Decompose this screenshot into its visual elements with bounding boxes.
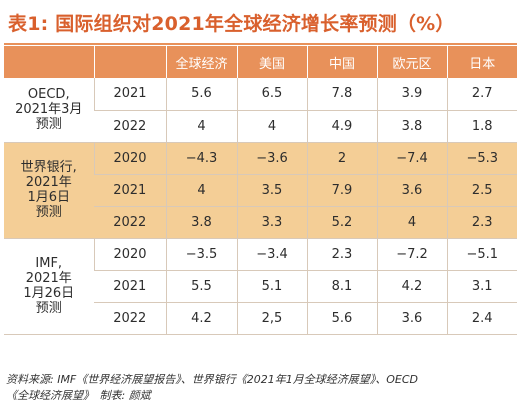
group-label-line: 2021年3月 bbox=[15, 102, 83, 118]
value-cell-eurozone: 3.8 bbox=[376, 110, 447, 143]
value-cell-usa: 5.1 bbox=[236, 270, 307, 303]
table-row: OECD, 2021年3月 预测 2021 5.6 6.5 7.8 3.9 2.7 bbox=[4, 78, 517, 143]
value-cell-china: 2 bbox=[306, 141, 377, 175]
source-line-2: 《全球经济展望》 制表: 颜斌 bbox=[6, 389, 151, 402]
value-cell-global: 3.8 bbox=[165, 206, 237, 239]
title-divider bbox=[4, 43, 517, 45]
header-japan: 日本 bbox=[446, 46, 517, 78]
value-cell-china: 5.6 bbox=[306, 302, 377, 335]
group-label-line: 2021年 bbox=[25, 175, 72, 190]
group-label-line: 2021年 bbox=[25, 271, 72, 286]
value-cell-usa: 2,5 bbox=[236, 302, 307, 335]
forecast-table: 全球经济 美国 中国 欧元区 日本 OECD, 2021年3月 预测 2021 5.6 6… bbox=[4, 46, 517, 335]
value-cell-china: 7.8 bbox=[306, 78, 377, 111]
value-cell-japan: 2.7 bbox=[446, 78, 517, 111]
value-cell-usa: 3.5 bbox=[236, 174, 307, 207]
value-cell-global: 4.2 bbox=[165, 302, 237, 335]
value-cell-china: 8.1 bbox=[306, 270, 377, 303]
group-label: 世界银行, 2021年 1月6日 预测 bbox=[4, 141, 94, 239]
table-row: 2022 4.2 2,5 5.6 3.6 2.4 bbox=[4, 302, 517, 335]
table-row: 2021 5.5 5.1 8.1 4.2 3.1 bbox=[4, 270, 517, 303]
value-cell-eurozone: 3.6 bbox=[376, 302, 447, 335]
group-label-line: 世界银行, bbox=[20, 160, 77, 175]
header-china: 中国 bbox=[306, 46, 377, 78]
value-cell-usa: −3.4 bbox=[236, 237, 307, 271]
value-cell-eurozone: 4 bbox=[376, 206, 447, 239]
year-cell: 2020 bbox=[93, 141, 166, 175]
value-cell-japan: 3.1 bbox=[446, 270, 517, 303]
year-cell: 2022 bbox=[94, 110, 166, 143]
value-cell-japan: 2.5 bbox=[446, 174, 517, 207]
value-cell-usa: −3.6 bbox=[236, 141, 307, 175]
year-cell: 2021 bbox=[93, 78, 166, 111]
value-cell-global: −3.5 bbox=[165, 237, 237, 271]
value-cell-global: 5.6 bbox=[165, 78, 237, 111]
value-cell-eurozone: 3.9 bbox=[376, 78, 447, 111]
group-label-line: 1月26日 bbox=[23, 286, 75, 301]
table-row: 世界银行, 2021年 1月6日 预测 2020 −4.3 −3.6 2 −7.4 −5.3 bbox=[4, 141, 517, 239]
value-cell-eurozone: 3.6 bbox=[376, 174, 447, 207]
value-cell-global: 4 bbox=[165, 174, 237, 207]
value-cell-eurozone: 4.2 bbox=[376, 270, 447, 303]
value-cell-global: −4.3 bbox=[165, 141, 237, 175]
year-cell: 2021 bbox=[94, 174, 166, 207]
value-cell-china: 4.9 bbox=[306, 110, 377, 143]
value-cell-china: 5.2 bbox=[306, 206, 377, 239]
group-label: IMF, 2021年 1月26日 预测 bbox=[4, 237, 94, 335]
group-label-line: 预测 bbox=[35, 301, 62, 316]
header-global: 全球经济 bbox=[165, 46, 237, 78]
table-row: 2022 3.8 3.3 5.2 4 2.3 bbox=[4, 206, 517, 239]
table-body: OECD, 2021年3月 预测 2021 5.6 6.5 7.8 3.9 2.7 2022 4 4 4… bbox=[4, 78, 517, 335]
group-label: OECD, 2021年3月 预测 bbox=[4, 78, 94, 143]
year-cell: 2022 bbox=[94, 206, 166, 239]
year-cell: 2022 bbox=[94, 302, 166, 335]
value-cell-china: 2.3 bbox=[306, 237, 377, 271]
header-usa: 美国 bbox=[236, 46, 307, 78]
year-cell: 2020 bbox=[93, 237, 166, 271]
value-cell-usa: 3.3 bbox=[236, 206, 307, 239]
table-row: IMF, 2021年 1月26日 预测 2020 −3.5 −3.4 2.3 −7.2 −5.1 bbox=[4, 237, 517, 335]
value-cell-japan: 1.8 bbox=[446, 110, 517, 143]
value-cell-eurozone: −7.4 bbox=[376, 141, 447, 175]
header-eurozone: 欧元区 bbox=[376, 46, 447, 78]
group-label-line: 预测 bbox=[35, 117, 62, 133]
group-label-line: IMF, bbox=[35, 256, 63, 271]
table-row: 2021 4 3.5 7.9 3.6 2.5 bbox=[4, 174, 517, 207]
value-cell-japan: −5.3 bbox=[446, 141, 517, 175]
value-cell-global: 5.5 bbox=[165, 270, 237, 303]
group-label-line: 预测 bbox=[35, 205, 62, 220]
source-line-1: 资料来源: IMF《世界经济展望报告》、世界银行《2021年1月全球经济展望》、… bbox=[6, 373, 419, 386]
value-cell-japan: −5.1 bbox=[446, 237, 517, 271]
year-cell: 2021 bbox=[94, 270, 166, 303]
value-cell-usa: 4 bbox=[236, 110, 307, 143]
value-cell-global: 4 bbox=[165, 110, 237, 143]
group-label-line: OECD, bbox=[27, 87, 70, 103]
value-cell-japan: 2.4 bbox=[446, 302, 517, 335]
value-cell-japan: 2.3 bbox=[446, 206, 517, 239]
value-cell-china: 7.9 bbox=[306, 174, 377, 207]
table-title: 表1: 国际组织对2021年全球经济增长率预测（%） bbox=[8, 13, 455, 35]
source-note: 资料来源: IMF《世界经济展望报告》、世界银行《2021年1月全球经济展望》、… bbox=[6, 372, 516, 404]
value-cell-usa: 6.5 bbox=[236, 78, 307, 111]
group-label-line: 1月6日 bbox=[27, 190, 71, 205]
header-row: 全球经济 美国 中国 欧元区 日本 bbox=[4, 46, 517, 78]
header-corner bbox=[4, 46, 94, 78]
value-cell-eurozone: −7.2 bbox=[376, 237, 447, 271]
header-year bbox=[93, 46, 166, 78]
